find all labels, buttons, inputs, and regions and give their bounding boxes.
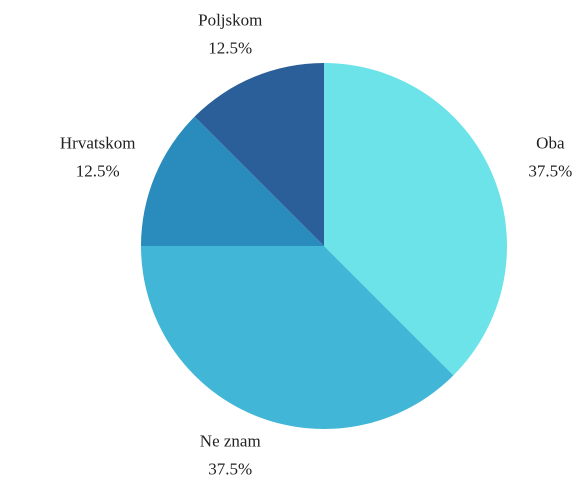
pie-slice [194,63,324,246]
slice-value-label: 37.5% [208,460,252,479]
pie-slice [324,63,507,376]
slice-value-label: 12.5% [76,162,120,181]
slice-value-label: 37.5% [528,162,572,181]
pie-slice [141,116,324,246]
slice-label: Ne znam [200,432,261,451]
slice-value-label: 12.5% [208,38,252,57]
slice-label: Oba [536,134,565,153]
pie-slice [141,246,454,429]
slice-label: Hrvatskom [60,134,136,153]
slice-label: Poljskom [198,10,262,29]
